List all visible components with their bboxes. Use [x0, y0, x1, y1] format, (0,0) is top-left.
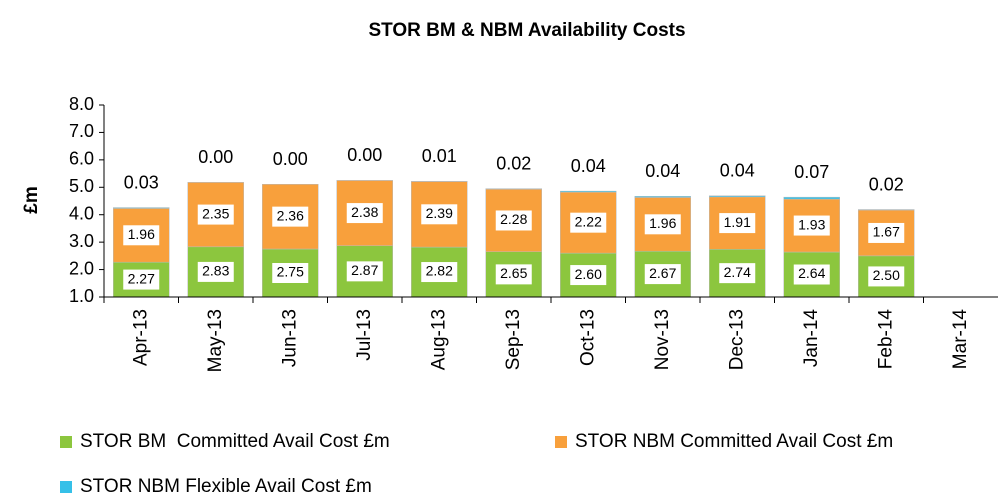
x-tick-label: Apr-13 [130, 309, 151, 366]
data-label-box [272, 263, 309, 283]
x-tick-label: Oct-13 [577, 309, 598, 366]
x-tick-label: Feb-14 [875, 309, 896, 370]
x-tick-label: Jan-14 [801, 309, 822, 368]
data-label: 0.02 [496, 153, 531, 173]
data-label: 1.91 [724, 214, 751, 230]
bar-segment [113, 207, 170, 209]
data-label: 2.38 [351, 204, 378, 220]
chart-title: STOR BM & NBM Availability Costs [368, 20, 685, 41]
legend-swatch [60, 436, 72, 448]
data-label: 0.04 [645, 161, 680, 181]
y-tick-label: 5.0 [69, 176, 94, 196]
data-label-box [123, 225, 160, 246]
data-label-box [793, 215, 830, 236]
y-tick-label: 1.0 [69, 286, 94, 306]
data-label: 0.01 [422, 146, 457, 166]
y-axis-label: £m [21, 186, 42, 213]
data-label: 1.67 [873, 224, 900, 240]
y-tick-label: 8.0 [69, 94, 94, 114]
legend-label: STOR BM Committed Avail Cost £m [80, 431, 390, 452]
legend-swatch [555, 436, 567, 448]
bar-segment [560, 190, 617, 193]
data-label-box [868, 222, 905, 243]
y-tick-label: 2.0 [69, 258, 94, 278]
data-label-box [719, 213, 756, 234]
data-label: 0.04 [571, 156, 606, 176]
y-tick-label: 4.0 [69, 203, 94, 223]
data-label: 2.39 [426, 205, 453, 221]
data-label: 1.96 [128, 226, 155, 242]
data-label: 1.93 [798, 216, 825, 232]
data-label: 2.83 [202, 263, 229, 279]
data-label-box [570, 212, 607, 233]
bar-segment [485, 188, 542, 190]
data-label: 2.74 [724, 264, 751, 280]
x-tick-label: Jun-13 [279, 309, 300, 367]
data-label-box [495, 264, 532, 285]
data-label-box [421, 204, 458, 225]
bar-segment [411, 181, 468, 248]
data-label-box [868, 266, 905, 287]
y-tick-label: 7.0 [69, 121, 94, 141]
bar-segment [858, 209, 915, 211]
data-label: 2.50 [873, 267, 900, 283]
legend-swatch [60, 481, 72, 493]
data-label-box [793, 264, 830, 285]
data-label: 2.60 [575, 266, 602, 282]
data-label-box [197, 261, 234, 282]
x-tick-label: Sep-13 [503, 309, 524, 370]
data-label-box [719, 263, 756, 284]
data-label-box [272, 206, 309, 227]
data-label: 0.04 [720, 161, 755, 181]
data-label: 2.22 [575, 213, 602, 229]
data-label: 2.35 [202, 205, 229, 221]
x-tick-label: Mar-14 [950, 309, 971, 370]
data-label: 0.03 [124, 172, 159, 192]
data-label: 0.00 [198, 147, 233, 167]
data-label: 2.27 [128, 270, 155, 286]
data-label-box [644, 264, 681, 285]
bar-segment [634, 196, 691, 198]
data-label-box [346, 203, 383, 224]
bar-segment [783, 196, 840, 200]
data-label: 1.96 [649, 215, 676, 231]
legend-label: STOR NBM Committed Avail Cost £m [575, 431, 893, 452]
data-label: 0.02 [869, 174, 904, 194]
data-label: 2.87 [351, 262, 378, 278]
data-label-box [570, 265, 607, 286]
data-label: 0.07 [794, 162, 829, 182]
data-label: 2.64 [798, 265, 825, 281]
bar-segment [709, 195, 766, 198]
x-tick-label: Aug-13 [428, 309, 449, 370]
x-tick-label: May-13 [205, 309, 226, 372]
data-label: 2.67 [649, 265, 676, 281]
data-label-box [495, 210, 532, 231]
y-tick-label: 6.0 [69, 149, 94, 169]
data-label-box [421, 262, 458, 283]
data-label: 2.65 [500, 265, 527, 281]
x-tick-label: Dec-13 [726, 309, 747, 370]
data-label-box [197, 204, 234, 225]
y-tick-label: 3.0 [69, 231, 94, 251]
data-label-box [644, 214, 681, 235]
data-label: 2.28 [500, 211, 527, 227]
data-label: 2.36 [277, 207, 304, 223]
data-label: 2.82 [426, 263, 453, 279]
x-tick-label: Nov-13 [652, 309, 673, 370]
data-label: 0.00 [347, 145, 382, 165]
data-label: 0.00 [273, 149, 308, 169]
data-label: 2.75 [277, 264, 304, 280]
data-label-box [346, 261, 383, 282]
x-tick-label: Jul-13 [354, 309, 375, 361]
legend-label: STOR NBM Flexible Avail Cost £m [80, 476, 372, 497]
data-label-box [123, 269, 160, 290]
